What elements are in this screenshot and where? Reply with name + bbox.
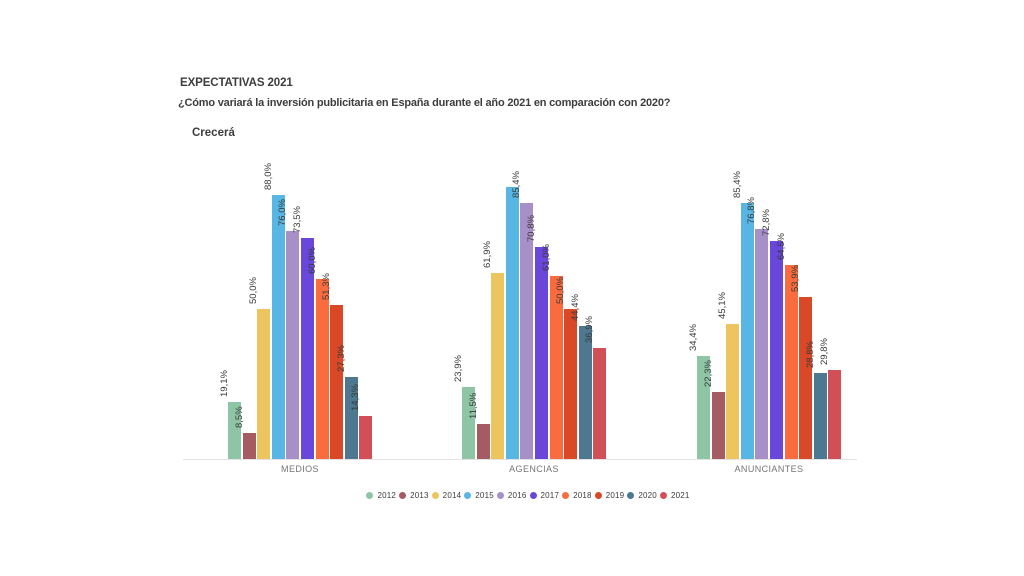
- bar-value-label: 29,8%: [819, 338, 830, 365]
- bar-2019-medios: [330, 305, 343, 459]
- legend-year-label: 2019: [605, 491, 625, 500]
- bar-2012-agencias: [462, 387, 475, 459]
- bar-value-label: 19,1%: [219, 370, 230, 397]
- bar-value-label: 60,0%: [307, 247, 318, 274]
- legend-item-2013: 2013: [399, 491, 429, 500]
- legend-item-2020: 2020: [627, 491, 657, 500]
- bar-2019-agencias: [564, 309, 577, 459]
- bar-value-label: 36,9%: [584, 316, 595, 343]
- legend-year-label: 2014: [442, 491, 462, 500]
- legend-swatch: [431, 492, 439, 499]
- bar-2020-medios: [345, 377, 358, 459]
- legend-year-label: 2016: [507, 491, 527, 500]
- bar-2018-anunciantes: [785, 265, 798, 459]
- bar-2021-anunciantes: [828, 370, 841, 459]
- bar-2014-medios: [257, 309, 270, 459]
- category-label-anunciantes: ANUNCIANTES: [734, 464, 804, 474]
- bar-2018-agencias: [550, 276, 563, 459]
- legend-item-2014: 2014: [431, 491, 462, 500]
- bar-value-label: 28,8%: [805, 341, 816, 368]
- bar-2015-anunciantes: [741, 203, 754, 459]
- legend-swatch: [627, 492, 635, 499]
- bar-2020-agencias: [579, 326, 592, 459]
- bar-2016-medios: [286, 231, 299, 459]
- bar-2017-medios: [301, 238, 314, 459]
- chart-legend: 2012 2013 2014 2015 2016 2017 2018 2019 2020 2021: [32, 491, 1024, 500]
- bar-2018-medios: [316, 279, 329, 459]
- bar-value-label: 88,0%: [263, 163, 274, 190]
- bar-value-label: 50,0%: [555, 277, 566, 304]
- bar-2016-agencias: [520, 203, 533, 459]
- bar-2015-agencias: [506, 187, 519, 459]
- legend-item-2017: 2017: [529, 491, 560, 500]
- legend-swatch: [594, 492, 602, 499]
- legend-swatch: [399, 492, 407, 499]
- bar-2016-anunciantes: [755, 229, 768, 459]
- bar-2021-medios: [359, 416, 372, 459]
- legend-swatch: [529, 492, 537, 499]
- legend-year-label: 2018: [573, 491, 592, 500]
- bar-value-label: 64,5%: [776, 233, 787, 260]
- legend-swatch: [366, 492, 374, 499]
- bar-value-label: 11,5%: [468, 392, 479, 419]
- bar-value-label: 14,3%: [350, 384, 361, 411]
- legend-year-label: 2012: [377, 491, 397, 500]
- bar-value-label: 22,3%: [703, 360, 714, 387]
- bar-2020-anunciantes: [814, 373, 827, 459]
- bar-value-label: 45,1%: [717, 292, 728, 319]
- bar-2019-anunciantes: [799, 297, 812, 459]
- legend-year-label: 2021: [670, 491, 690, 500]
- bar-2017-anunciantes: [770, 241, 783, 459]
- response-category-label: Crecerá: [192, 127, 235, 139]
- chart-subtitle: ¿Cómo variará la inversión publicitaria …: [178, 97, 671, 109]
- bar-value-label: 61,0%: [541, 244, 552, 271]
- legend-year-label: 2015: [475, 491, 494, 500]
- legend-year-label: 2013: [410, 491, 429, 500]
- bar-value-label: 70,8%: [526, 215, 537, 242]
- bar-value-label: 72,8%: [761, 209, 772, 236]
- legend-swatch: [562, 492, 570, 499]
- bar-value-label: 34,4%: [688, 324, 699, 351]
- bar-2013-agencias: [477, 424, 490, 459]
- bar-2012-medios: [228, 402, 241, 459]
- legend-year-label: 2020: [638, 491, 657, 500]
- bar-value-label: 44,4%: [570, 294, 581, 321]
- bar-value-label: 53,9%: [790, 265, 801, 292]
- bar-value-label: 73,5%: [292, 206, 303, 233]
- bar-2012-anunciantes: [697, 356, 710, 459]
- bar-2014-agencias: [491, 273, 504, 459]
- bar-2021-agencias: [593, 348, 606, 459]
- legend-swatch: [659, 492, 667, 499]
- bar-value-label: 51,3%: [321, 273, 332, 300]
- bar-2013-medios: [243, 433, 256, 459]
- bar-2014-anunciantes: [726, 324, 739, 459]
- bar-value-label: 85,4%: [732, 171, 743, 198]
- bar-value-label: 27,3%: [336, 345, 347, 372]
- bar-value-label: 8,5%: [234, 406, 245, 428]
- legend-item-2015: 2015: [464, 491, 494, 500]
- legend-item-2012: 2012: [366, 491, 396, 500]
- legend-item-2018: 2018: [562, 491, 592, 500]
- legend-item-2021: 2021: [659, 491, 690, 500]
- bar-2017-agencias: [535, 247, 548, 459]
- x-axis-line: [183, 459, 857, 460]
- bar-value-label: 76,0%: [277, 199, 288, 226]
- bar-value-label: 50,0%: [248, 277, 259, 304]
- bar-value-label: 23,9%: [453, 355, 464, 382]
- category-label-medios: MEDIOS: [281, 464, 319, 474]
- legend-swatch: [496, 492, 504, 499]
- bar-2015-medios: [272, 195, 285, 459]
- legend-year-label: 2017: [540, 491, 560, 500]
- bar-2013-anunciantes: [712, 392, 725, 459]
- category-label-agencias: AGENCIAS: [509, 464, 559, 474]
- bar-value-label: 76,8%: [746, 197, 757, 224]
- legend-item-2016: 2016: [496, 491, 527, 500]
- legend-swatch: [464, 492, 472, 499]
- bar-value-label: 61,9%: [482, 241, 493, 268]
- legend-item-2019: 2019: [594, 491, 625, 500]
- bar-value-label: 85,4%: [511, 171, 522, 198]
- chart-title: EXPECTATIVAS 2021: [180, 77, 293, 89]
